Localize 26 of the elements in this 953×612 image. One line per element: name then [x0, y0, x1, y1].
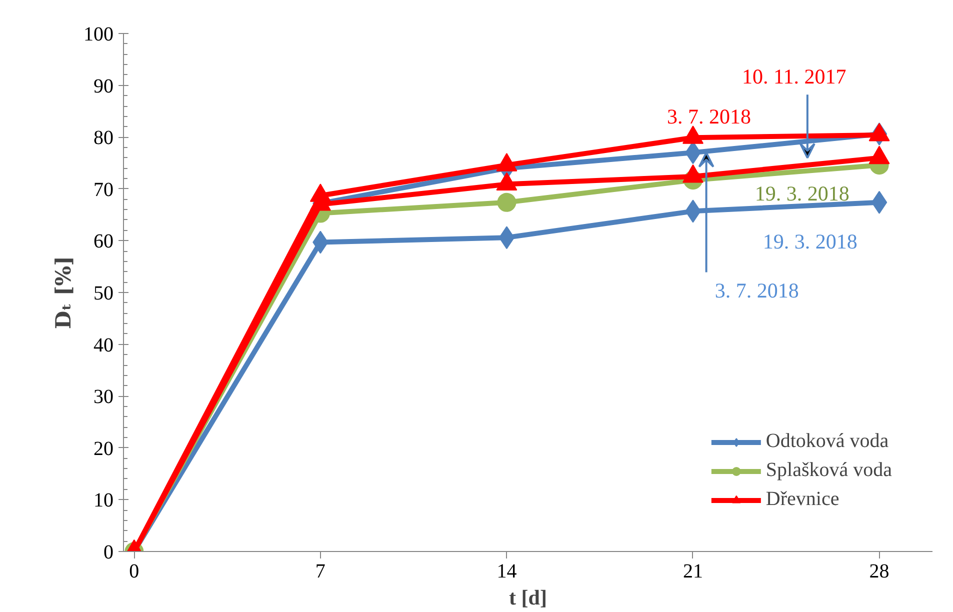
annotation: 3. 7. 2018 [666, 104, 751, 128]
y-tick-label: 30 [94, 386, 114, 408]
y-tick-label: 100 [84, 24, 114, 46]
legend-label: Splašková voda [766, 459, 892, 482]
y-tick-label: 20 [94, 438, 114, 460]
x-tick-label: 0 [129, 560, 140, 582]
y-tick-label: 90 [94, 75, 114, 98]
legend-label: Odtoková voda [766, 430, 889, 453]
annotation: 10. 11. 2017 [742, 64, 846, 88]
y-tick-label: 10 [94, 490, 114, 512]
annotation: 19. 3. 2018 [762, 230, 858, 254]
x-tick-label: 14 [496, 560, 517, 582]
y-tick-label: 80 [94, 127, 114, 150]
annotation: 19. 3. 2018 [754, 182, 850, 206]
y-tick-label: 40 [94, 334, 114, 356]
legend-label: Dřevnice [766, 488, 840, 511]
y-tick-label: 0 [104, 542, 114, 564]
x-tick-label: 21 [682, 560, 703, 582]
y-axis-title: Dₜ [%] [50, 256, 76, 330]
x-tick-label: 7 [315, 560, 326, 582]
y-tick-label: 50 [94, 282, 114, 304]
x-tick-label: 28 [869, 560, 890, 582]
y-tick-label: 70 [94, 178, 114, 201]
y-tick-label: 60 [94, 230, 114, 253]
x-axis-title: t [d] [509, 586, 547, 610]
annotation: 3. 7. 2018 [714, 278, 799, 302]
